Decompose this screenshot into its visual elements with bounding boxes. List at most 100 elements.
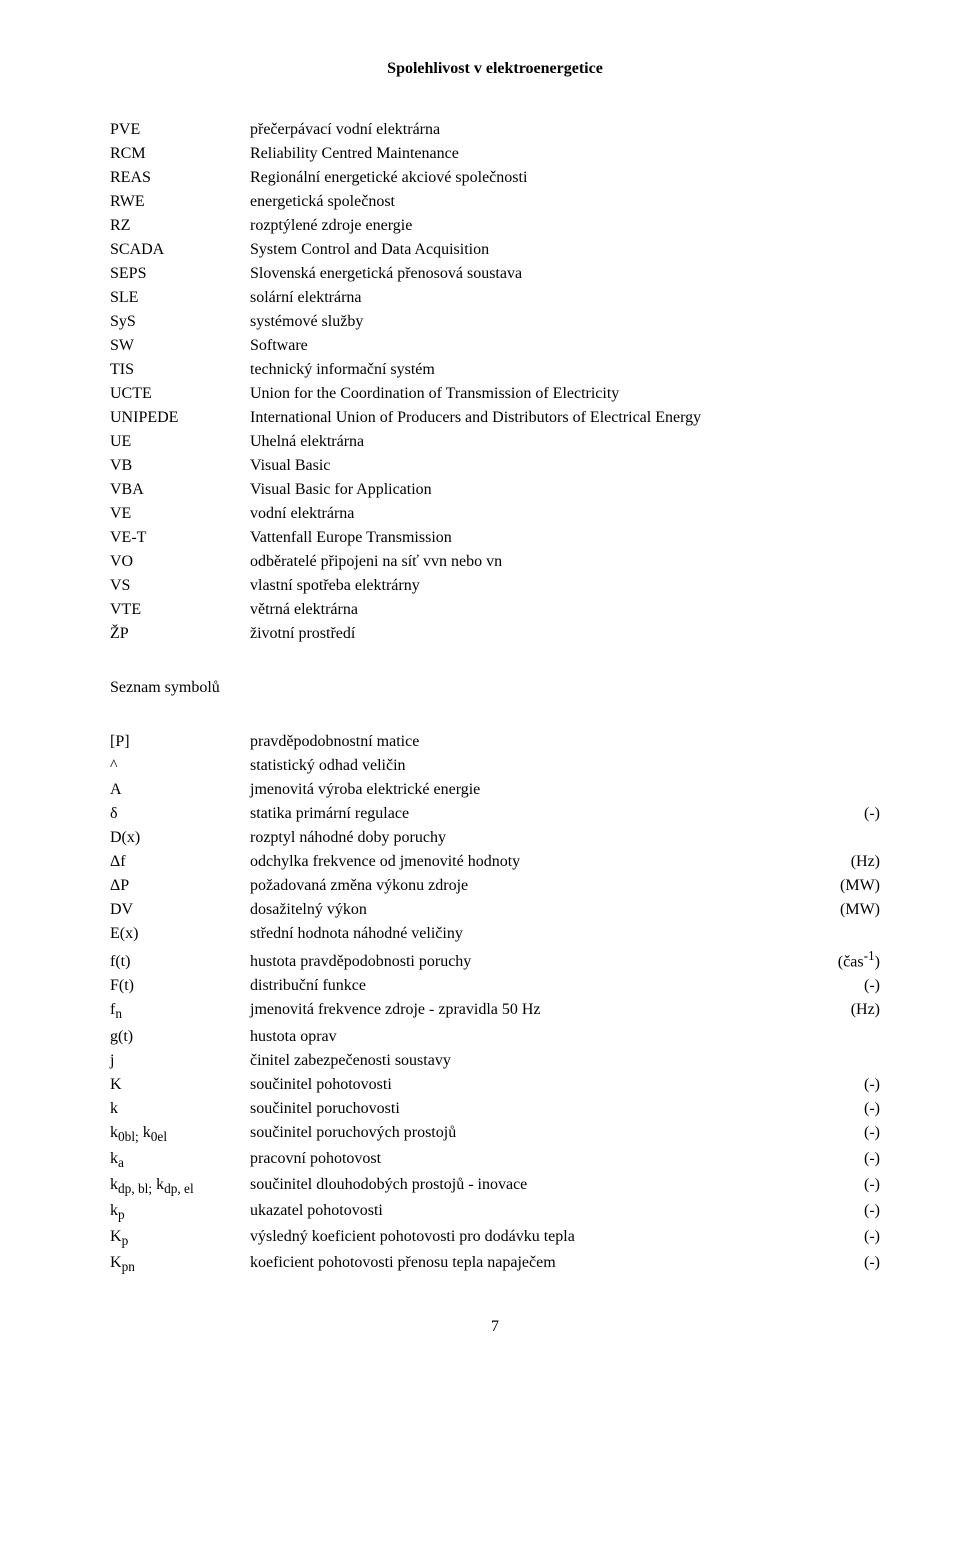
symbol-description: jmenovitá výroba elektrické energie xyxy=(250,778,800,802)
abbrev-value: odběratelé připojeni na síť vvn nebo vn xyxy=(250,550,880,574)
abbrev-row: RWEenergetická společnost xyxy=(110,190,880,214)
abbrev-value: systémové služby xyxy=(250,310,880,334)
symbol-key: ^ xyxy=(110,754,250,778)
abbrev-row: PVEpřečerpávací vodní elektrárna xyxy=(110,118,880,142)
abbrev-value: Software xyxy=(250,334,880,358)
symbol-unit: (MW) xyxy=(800,898,880,922)
abbrev-value: Regionální energetické akciové společnos… xyxy=(250,166,880,190)
symbol-list: [P]pravděpodobnostní matice^statistický … xyxy=(110,730,880,1278)
abbrev-value: životní prostředí xyxy=(250,622,880,646)
symbol-unit: (-) xyxy=(800,802,880,826)
symbol-description: pravděpodobnostní matice xyxy=(250,730,800,754)
symbol-row: D(x)rozptyl náhodné doby poruchy xyxy=(110,826,880,850)
abbrev-row: VE-TVattenfall Europe Transmission xyxy=(110,526,880,550)
symbol-description: součinitel poruchovosti xyxy=(250,1097,800,1121)
symbol-row: Ajmenovitá výroba elektrické energie xyxy=(110,778,880,802)
symbol-description: ukazatel pohotovosti xyxy=(250,1199,800,1223)
abbrev-key: PVE xyxy=(110,118,250,142)
abbrev-value: Reliability Centred Maintenance xyxy=(250,142,880,166)
symbol-description: součinitel pohotovosti xyxy=(250,1073,800,1097)
abbrev-value: přečerpávací vodní elektrárna xyxy=(250,118,880,142)
symbol-row: ksoučinitel poruchovosti(-) xyxy=(110,1097,880,1121)
symbol-unit: (-) xyxy=(800,1147,880,1171)
symbol-unit: (-) xyxy=(800,1199,880,1223)
symbol-unit: (MW) xyxy=(800,874,880,898)
symbol-key: Kp xyxy=(110,1225,250,1251)
abbrev-key: SCADA xyxy=(110,238,250,262)
symbol-description: hustota pravděpodobnosti poruchy xyxy=(250,950,800,974)
symbol-key: j xyxy=(110,1049,250,1073)
page-header: Spolehlivost v elektroenergetice xyxy=(110,60,880,78)
symbol-description: hustota oprav xyxy=(250,1025,800,1049)
symbol-key: kp xyxy=(110,1199,250,1225)
symbol-key: Kpn xyxy=(110,1251,250,1277)
symbol-description: rozptyl náhodné doby poruchy xyxy=(250,826,800,850)
symbol-key: f(t) xyxy=(110,950,250,974)
abbrev-value: vodní elektrárna xyxy=(250,502,880,526)
abbrev-value: Visual Basic for Application xyxy=(250,478,880,502)
abbrev-value: větrná elektrárna xyxy=(250,598,880,622)
symbol-row: ΔPpožadovaná změna výkonu zdroje(MW) xyxy=(110,874,880,898)
symbol-description: požadovaná změna výkonu zdroje xyxy=(250,874,800,898)
abbrev-key: VBA xyxy=(110,478,250,502)
symbol-row: F(t)distribuční funkce(-) xyxy=(110,974,880,998)
abbrev-row: UNIPEDEInternational Union of Producers … xyxy=(110,406,880,430)
symbol-key: k xyxy=(110,1097,250,1121)
abbrev-value: solární elektrárna xyxy=(250,286,880,310)
symbol-key: F(t) xyxy=(110,974,250,998)
symbol-unit: (-) xyxy=(800,1251,880,1275)
symbol-key: A xyxy=(110,778,250,802)
abbrev-row: VBVisual Basic xyxy=(110,454,880,478)
symbol-unit: (Hz) xyxy=(800,850,880,874)
abbrev-key: SyS xyxy=(110,310,250,334)
symbol-key: ka xyxy=(110,1147,250,1173)
abbrev-row: UCTEUnion for the Coordination of Transm… xyxy=(110,382,880,406)
abbrev-key: VE-T xyxy=(110,526,250,550)
abbrev-value: technický informační systém xyxy=(250,358,880,382)
symbols-section-title: Seznam symbolů xyxy=(110,676,880,700)
symbol-key: δ xyxy=(110,802,250,826)
symbol-description: dosažitelný výkon xyxy=(250,898,800,922)
abbrev-value: Uhelná elektrárna xyxy=(250,430,880,454)
abbrev-row: VBAVisual Basic for Application xyxy=(110,478,880,502)
symbol-description: jmenovitá frekvence zdroje - zpravidla 5… xyxy=(250,998,800,1022)
abbrev-key: VB xyxy=(110,454,250,478)
symbol-unit: (-) xyxy=(800,1173,880,1197)
symbol-row: jčinitel zabezpečenosti soustavy xyxy=(110,1049,880,1073)
abbrev-key: UE xyxy=(110,430,250,454)
abbrev-key: RCM xyxy=(110,142,250,166)
symbol-unit: (-) xyxy=(800,1121,880,1145)
abbrev-key: VTE xyxy=(110,598,250,622)
abbrev-value: Vattenfall Europe Transmission xyxy=(250,526,880,550)
abbrev-row: RZrozptýlené zdroje energie xyxy=(110,214,880,238)
abbrev-key: VE xyxy=(110,502,250,526)
symbol-unit: (čas-1) xyxy=(800,946,880,974)
symbol-row: f(t)hustota pravděpodobnosti poruchy(čas… xyxy=(110,946,880,974)
symbol-description: odchylka frekvence od jmenovité hodnoty xyxy=(250,850,800,874)
symbol-description: statistický odhad veličin xyxy=(250,754,800,778)
symbol-key: DV xyxy=(110,898,250,922)
symbol-key: K xyxy=(110,1073,250,1097)
symbol-key: kdp, bl; kdp, el xyxy=(110,1173,250,1199)
abbrev-row: SySsystémové služby xyxy=(110,310,880,334)
abbrev-value: energetická společnost xyxy=(250,190,880,214)
abbrev-row: SLEsolární elektrárna xyxy=(110,286,880,310)
symbol-row: δstatika primární regulace(-) xyxy=(110,802,880,826)
abbrev-key: VS xyxy=(110,574,250,598)
symbol-description: koeficient pohotovosti přenosu tepla nap… xyxy=(250,1251,800,1275)
symbol-row: DVdosažitelný výkon(MW) xyxy=(110,898,880,922)
abbrev-row: VTEvětrná elektrárna xyxy=(110,598,880,622)
abbrev-row: TIStechnický informační systém xyxy=(110,358,880,382)
abbrev-value: International Union of Producers and Dis… xyxy=(250,406,880,430)
abbrev-key: RZ xyxy=(110,214,250,238)
abbreviation-list: PVEpřečerpávací vodní elektrárnaRCMRelia… xyxy=(110,118,880,646)
symbol-key: fn xyxy=(110,998,250,1024)
abbrev-row: REASRegionální energetické akciové spole… xyxy=(110,166,880,190)
symbol-key: E(x) xyxy=(110,922,250,946)
abbrev-row: VOodběratelé připojeni na síť vvn nebo v… xyxy=(110,550,880,574)
symbol-description: součinitel dlouhodobých prostojů - inova… xyxy=(250,1173,800,1197)
symbol-description: výsledný koeficient pohotovosti pro dodá… xyxy=(250,1225,800,1249)
abbrev-key: TIS xyxy=(110,358,250,382)
symbol-row: g(t)hustota oprav xyxy=(110,1025,880,1049)
symbol-key: k0bl; k0el xyxy=(110,1121,250,1147)
